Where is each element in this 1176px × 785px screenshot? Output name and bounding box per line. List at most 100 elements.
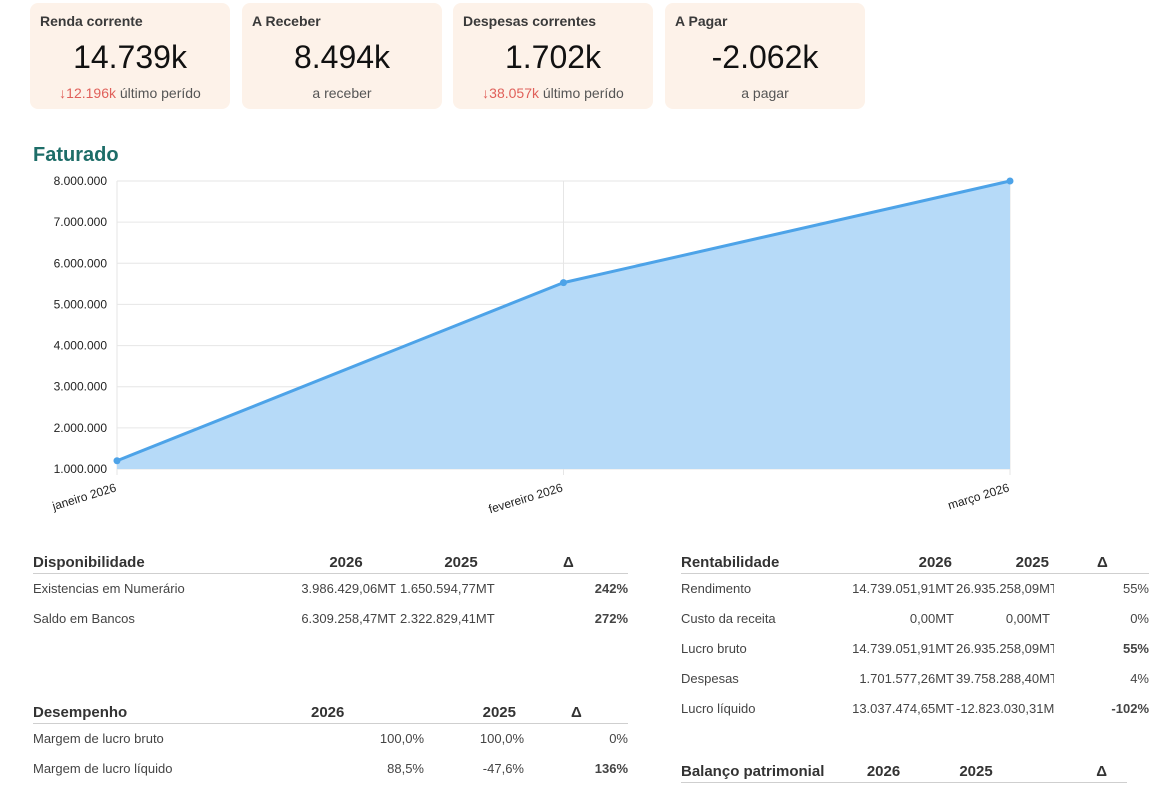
balanco-patrimonial-table: Balanço patrimonial 2026 2025 Δ (681, 760, 1127, 783)
x-tick-label: março 2026 (946, 480, 1011, 512)
arrow-down-icon: ↓ (59, 85, 67, 101)
cell-delta: 0% (1130, 610, 1149, 626)
faturado-area-chart: 1.000.000 2.000.000 3.000.000 4.000.000 5.00… (50, 174, 1014, 516)
column-header: 2025 (954, 551, 1054, 574)
data-point (113, 457, 121, 465)
card-value: 14.739k (73, 39, 187, 75)
column-header: 2026 (296, 701, 424, 724)
table-row: Margem de lucro líquido 88,5% -47,6% 136… (33, 753, 628, 783)
y-tick-label: 2.000.000 (54, 421, 108, 435)
cell-2026: 100,0% (379, 730, 424, 746)
y-tick-label: 7.000.000 (54, 215, 108, 229)
table-row: Lucro líquido 13.037.474,65MT -12.823.03… (681, 693, 1149, 723)
desempenho-table: Desempenho 2026 2025 Δ Margem de lucro b… (33, 701, 628, 783)
cell-2026: 14.739.051,91MT (852, 580, 954, 596)
column-header: Disponibilidade (33, 551, 296, 574)
rentabilidade-table: Rentabilidade 2026 2025 Δ Rendimento 14.… (681, 551, 1149, 723)
cell-2025: 26.935.258,09MT (956, 580, 1054, 596)
cell-2025: 26.935.258,09MT (956, 640, 1054, 656)
x-tick-label: fevereiro 2026 (487, 480, 565, 516)
cell-2025: -12.823.030,31MT (956, 700, 1054, 716)
card-title: Renda corrente (40, 13, 143, 29)
column-header: 2026 (841, 760, 926, 783)
chart-title: Faturado (33, 144, 119, 166)
card-subtitle: ↓12.196k último perído (30, 85, 230, 101)
y-tick-label: 3.000.000 (54, 380, 108, 394)
cell-2026: 1.701.577,26MT (859, 670, 954, 686)
row-label: Margem de lucro bruto (33, 730, 164, 746)
table-row: Despesas 1.701.577,26MT 39.758.288,40MT … (681, 663, 1149, 693)
table-row: Lucro bruto 14.739.051,91MT 26.935.258,0… (681, 633, 1149, 663)
card-sub-label: último perído (542, 85, 624, 101)
cell-delta: 136% (594, 760, 628, 776)
cell-delta: 55% (1122, 580, 1149, 596)
row-label: Lucro bruto (681, 640, 747, 656)
column-header: Δ (524, 701, 628, 724)
column-header: 2025 (424, 701, 524, 724)
row-label: Existencias em Numerário (33, 580, 185, 596)
arrow-down-icon: ↓ (482, 85, 490, 101)
card-value: -2.062k (711, 39, 819, 75)
cell-delta: 0% (609, 730, 628, 746)
table-header-row: Desempenho 2026 2025 Δ (33, 701, 628, 724)
kpi-card-renda-corrente: Renda corrente 14.739k ↓12.196k último p… (30, 3, 230, 109)
row-label: Custo da receita (681, 610, 776, 626)
cell-2026: 3.986.429,06MT (301, 580, 396, 596)
cell-delta: 55% (1122, 640, 1149, 656)
cell-delta: -102% (1111, 700, 1149, 716)
table-row: Rendimento 14.739.051,91MT 26.935.258,09… (681, 573, 1149, 603)
disponibilidade-table: Disponibilidade 2026 2025 Δ Existencias … (33, 551, 628, 633)
x-tick-label: janeiro 2026 (50, 480, 119, 513)
kpi-card-despesas-correntes: Despesas correntes 1.702k ↓38.057k últim… (453, 3, 653, 109)
data-point (560, 279, 567, 287)
column-header: Balanço patrimonial (681, 760, 841, 783)
cell-2025: 2.322.829,41MT (400, 610, 495, 626)
y-tick-label: 4.000.000 (54, 339, 108, 353)
cell-2026: 88,5% (387, 760, 424, 776)
card-sub-label: a receber (312, 85, 372, 101)
cell-2025: -47,6% (482, 760, 524, 776)
card-title: A Receber (252, 13, 321, 29)
y-tick-label: 6.000.000 (54, 256, 108, 270)
cell-2026: 6.309.258,47MT (301, 610, 396, 626)
table-header-row: Disponibilidade 2026 2025 Δ (33, 551, 628, 574)
cell-2025: 39.758.288,40MT (956, 670, 1054, 686)
cell-delta: 4% (1130, 670, 1149, 686)
y-tick-label: 1.000.000 (54, 462, 108, 476)
row-label: Lucro líquido (681, 700, 756, 716)
y-tick-label: 5.000.000 (54, 297, 108, 311)
table-row: Existencias em Numerário 3.986.429,06MT … (33, 573, 628, 603)
kpi-card-a-pagar: A Pagar -2.062k a pagar (665, 3, 865, 109)
cell-2025: 0,00MT (1005, 610, 1050, 626)
card-sub-label: a pagar (741, 85, 789, 101)
table-row: Saldo em Bancos 6.309.258,47MT 2.322.829… (33, 603, 628, 633)
card-delta: 38.057k (489, 85, 539, 101)
card-title: Despesas correntes (463, 13, 597, 29)
cell-2026: 14.739.051,91MT (852, 640, 954, 656)
card-subtitle: ↓38.057k último perído (453, 85, 653, 101)
cell-2025: 100,0% (479, 730, 524, 746)
table-row: Custo da receita 0,00MT 0,00MT 0% (681, 603, 1149, 633)
column-header: Desempenho (33, 701, 296, 724)
card-value: 1.702k (504, 39, 602, 75)
column-header: Δ (526, 551, 628, 574)
row-label: Saldo em Bancos (33, 610, 135, 626)
cell-delta: 272% (594, 610, 628, 626)
table-header-row: Balanço patrimonial 2026 2025 Δ (681, 760, 1127, 783)
column-header: Δ (1026, 760, 1127, 783)
table-header-row: Rentabilidade 2026 2025 Δ (681, 551, 1149, 574)
kpi-card-a-receber: A Receber 8.494k a receber (242, 3, 442, 109)
row-label: Despesas (681, 670, 739, 686)
y-tick-label: 8.000.000 (54, 174, 108, 188)
card-value: 8.494k (293, 39, 391, 75)
column-header: Δ (1054, 551, 1149, 574)
cell-2025: 1.650.594,77MT (400, 580, 495, 596)
column-header: 2025 (396, 551, 526, 574)
cell-delta: 242% (594, 580, 628, 596)
cell-2026: 13.037.474,65MT (852, 700, 954, 716)
card-title: A Pagar (675, 13, 728, 29)
card-sub-label: último perído (119, 85, 201, 101)
data-point (1006, 177, 1014, 185)
column-header: 2026 (831, 551, 954, 574)
row-label: Rendimento (681, 580, 752, 596)
